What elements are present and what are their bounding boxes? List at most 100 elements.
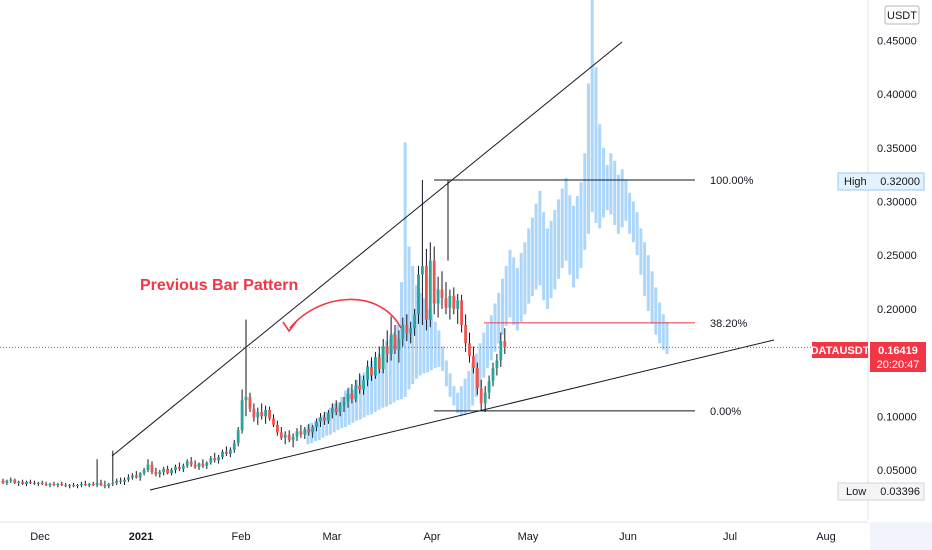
candle-body xyxy=(487,380,491,393)
candle xyxy=(268,406,271,421)
candle-body xyxy=(377,357,381,369)
ghost-bar xyxy=(545,228,549,309)
candle-body xyxy=(452,296,456,309)
candle xyxy=(25,480,28,487)
candle xyxy=(119,477,122,484)
candle xyxy=(33,480,36,485)
ghost-bar xyxy=(328,407,332,435)
candle-body xyxy=(279,432,283,438)
price-scale[interactable]: USDT 0.45000 0.40000 0.35000 0.30000 0.25000… xyxy=(811,0,932,520)
ghost-bar xyxy=(358,375,362,420)
candle xyxy=(158,470,162,478)
scale-settings-button[interactable] xyxy=(870,522,932,550)
candle xyxy=(134,471,138,479)
high-tag-label: High xyxy=(844,176,867,188)
candle-body xyxy=(358,385,362,390)
candle xyxy=(256,407,260,425)
ghost-bar xyxy=(325,412,329,436)
candle xyxy=(468,332,471,363)
candle xyxy=(354,379,358,403)
ghost-bar xyxy=(519,253,523,322)
candle-body xyxy=(307,429,311,433)
candle xyxy=(170,467,173,476)
y-tick-label: 0.05000 xyxy=(877,465,917,477)
x-tick-label: Feb xyxy=(232,531,251,543)
candle-body xyxy=(389,334,393,354)
candle-body xyxy=(256,412,260,418)
ghost-bar xyxy=(317,417,321,440)
ghost-bar xyxy=(553,210,557,290)
candle-body xyxy=(240,400,244,431)
candle-body xyxy=(464,325,467,344)
candle-body xyxy=(327,413,330,421)
candle xyxy=(244,319,248,417)
candle xyxy=(425,248,428,331)
candle-body xyxy=(444,298,448,308)
candle xyxy=(448,289,452,320)
candle-body xyxy=(1,480,5,483)
candle xyxy=(479,379,483,411)
fib-retracement[interactable]: 100.00% 38.20% 0.00% xyxy=(434,175,754,418)
ghost-bar xyxy=(407,246,411,390)
candle-body xyxy=(330,407,334,414)
low-tag-label: Low xyxy=(846,486,866,498)
ghost-bar xyxy=(482,332,486,378)
candle-body xyxy=(103,485,107,487)
ghost-bar xyxy=(459,386,463,417)
candle-body xyxy=(448,296,452,308)
candle xyxy=(9,477,13,483)
lower-trendline[interactable] xyxy=(149,339,775,491)
candle xyxy=(236,427,240,447)
candle xyxy=(150,461,154,475)
ghost-bar xyxy=(463,378,467,416)
candle-body xyxy=(107,484,111,487)
candle xyxy=(381,339,385,374)
candle xyxy=(193,460,197,469)
ghost-bar xyxy=(429,314,433,371)
x-tick-label: Jul xyxy=(723,531,737,543)
candle xyxy=(330,403,334,419)
ghost-bar xyxy=(646,255,650,311)
candle xyxy=(138,472,142,481)
candle-body xyxy=(72,485,75,487)
candle-body xyxy=(221,451,224,458)
candle xyxy=(279,427,283,440)
candle-body xyxy=(472,356,475,368)
candle xyxy=(225,446,228,456)
candle xyxy=(213,452,217,463)
ghost-bar xyxy=(587,83,590,234)
candle-body xyxy=(334,407,338,412)
candle xyxy=(303,427,307,439)
candle-body xyxy=(483,392,487,404)
x-tick-label: May xyxy=(518,531,539,543)
candle xyxy=(68,484,71,489)
candle xyxy=(174,464,177,474)
candle xyxy=(205,461,209,469)
candle xyxy=(181,463,185,473)
candle-body xyxy=(131,475,134,478)
ghost-bar xyxy=(478,343,482,388)
candle-body xyxy=(425,265,428,320)
candle-body xyxy=(495,360,499,368)
candle xyxy=(389,316,393,361)
candle-body xyxy=(268,409,271,419)
candle-body xyxy=(421,265,424,275)
candle-body xyxy=(319,417,322,422)
candle xyxy=(197,462,201,470)
y-tick-label: 0.25000 xyxy=(877,250,917,262)
price-tag xyxy=(870,342,926,372)
ghost-bar xyxy=(590,0,594,213)
candle-body xyxy=(5,480,9,483)
candle-body xyxy=(479,388,483,404)
candle xyxy=(95,459,99,488)
x-tick-label: Aug xyxy=(816,531,836,543)
ghost-bar xyxy=(467,371,471,411)
candle xyxy=(311,424,315,438)
time-axis[interactable]: Dec 2021 Feb Mar Apr May Jun Jul Aug xyxy=(0,521,868,543)
candle-body xyxy=(499,341,503,361)
candle xyxy=(295,428,299,441)
ghost-bar xyxy=(373,363,377,412)
upper-trendline[interactable] xyxy=(111,41,623,457)
